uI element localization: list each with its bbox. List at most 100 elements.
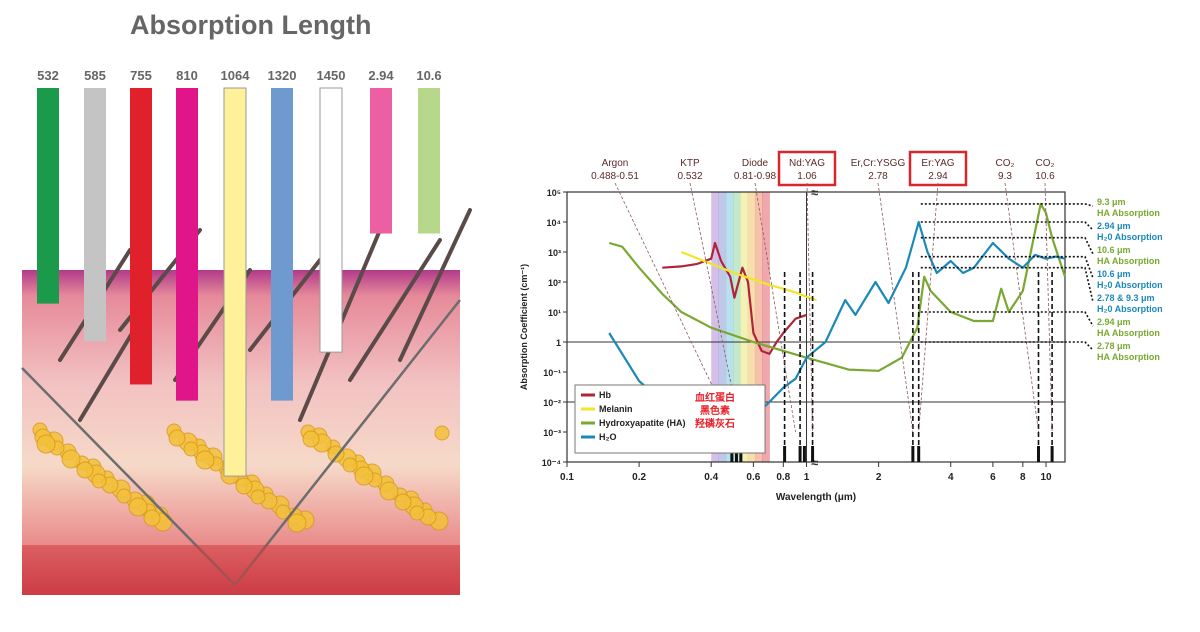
spectrum-slice [733, 192, 741, 462]
y-tick-label: 10⁻⁴ [542, 458, 561, 468]
fat-cell [379, 481, 399, 501]
fat-cell [36, 434, 56, 454]
wavelength-bar-585 [84, 88, 106, 342]
wavelength-label-1320: 1320 [268, 68, 297, 83]
wavelength-bar-532 [37, 88, 59, 304]
fat-cell [195, 450, 215, 470]
spectrum-slice [740, 192, 749, 462]
annotation-line1: 2.78 & 9.3 μm [1097, 293, 1155, 303]
laser-label-value: 10.6 [1035, 171, 1055, 182]
fat-cell [275, 504, 291, 520]
laser-tick [917, 446, 921, 462]
spectrum-slice [725, 192, 734, 462]
chart-axes: 0.1 0.2 0.4 0.6 0.8 1 2 4 6 8 10 10⁻⁴ 10⁻³ 10⁻² 10⁻¹ 1 1… [519, 185, 1066, 503]
laser-pointer [754, 182, 796, 433]
laser-label-name: CO₂ [996, 158, 1015, 169]
fat-cell [183, 441, 199, 457]
wavelength-bar-2.94 [370, 88, 392, 234]
beam-right [234, 299, 461, 586]
annotation-leader [920, 266, 1094, 303]
deep-dermis [22, 545, 460, 595]
fat-cell [61, 449, 81, 469]
annotation-leader [920, 341, 1094, 351]
hair-shaft [348, 238, 442, 382]
absorption-length-panel: Absorption Length 532 585 755 810 1064 1320 14… [0, 0, 480, 627]
laser-label-value: 0.81-0.98 [734, 171, 777, 182]
chart-svg: 0.1 0.2 0.4 0.6 0.8 1 2 4 6 8 10 10⁻⁴ 10⁻³ 10⁻² 10⁻¹ 1 1… [519, 150, 1163, 503]
annotation-line1: 10.6 μm [1097, 245, 1131, 255]
hair-shaft [398, 208, 472, 362]
x-tick-label: 0.4 [704, 472, 718, 483]
laser-markers: Argon 0.488-0.51 KTP 0.532 Diode 0.81-0.98 Nd:… [591, 150, 1055, 462]
laser-label-name: KTP [680, 158, 700, 169]
annotation-line1: 2.78 μm [1097, 341, 1131, 351]
legend-label: Melanin [599, 404, 633, 414]
y-tick-label: 1 [556, 338, 561, 348]
laser-tick [739, 446, 743, 462]
annotation-line1: 2.94 μm [1097, 221, 1131, 231]
spectrum-slice [711, 192, 719, 462]
legend-label: Hb [599, 390, 611, 400]
laser-tick [734, 446, 738, 462]
annotation-line2: HA Absorption [1097, 256, 1160, 266]
plot-frame [566, 191, 1066, 463]
fat-cell [250, 489, 266, 505]
fat-cell [128, 497, 148, 517]
annotation-leader [920, 255, 1094, 279]
panel-title: Absorption Length [130, 10, 372, 40]
fat-cell [143, 509, 161, 527]
x-tick-label: 8 [1020, 472, 1026, 483]
wavelength-label-2.94: 2.94 [368, 68, 394, 83]
laser-label-name: Er,Cr:YSGG [851, 158, 906, 169]
x-tick-label: 0.1 [560, 472, 574, 483]
x-tick-label: 6 [990, 472, 996, 483]
laser-pointer [806, 182, 813, 433]
wavelength-bar-755 [130, 88, 152, 385]
legend-label: H₂O [599, 432, 617, 442]
fat-cell [235, 477, 253, 495]
chart-legend: Hb Melanin Hydroxyapatite (HA) H₂O 血红蛋白黑色素羟磷… [574, 384, 766, 454]
wavelength-label-755: 755 [130, 68, 152, 83]
y-tick-label: 10⁻³ [543, 428, 561, 438]
laser-tick [811, 446, 815, 462]
spectrum-slice [762, 192, 770, 462]
x-tick-label: 1 [804, 472, 810, 483]
laser-tick [1050, 446, 1054, 462]
laser-label-value: 9.3 [998, 171, 1012, 182]
legend-box [574, 384, 766, 454]
laser-pointer [918, 182, 939, 433]
laser-pointer [1004, 182, 1039, 433]
x-tick-label: 10 [1040, 472, 1052, 483]
annotation-line2: H₂0 Absorption [1097, 280, 1163, 290]
wavelength-bar-810 [176, 88, 198, 401]
axis-break: ≈ [811, 185, 818, 200]
wavelength-label-810: 810 [176, 68, 198, 83]
y-axis-label: Absorption Coefficient (cm⁻¹) [519, 264, 529, 390]
laser-label-value: 2.78 [868, 171, 888, 182]
wavelength-label-1064: 1064 [221, 68, 251, 83]
annotation-leader [920, 236, 1094, 255]
series-line-Melanin [680, 250, 817, 302]
legend-cn-label: 羟磷灰石 [695, 417, 735, 430]
wavelength-bars: 532 585 755 810 1064 1320 1450 2.94 10.6 [37, 68, 442, 477]
wavelength-label-1450: 1450 [317, 68, 346, 83]
fat-cell [168, 429, 186, 447]
laser-label-name: Er:YAG [921, 158, 954, 169]
wavelength-label-532: 532 [37, 68, 59, 83]
x-tick-label: 0.8 [776, 472, 790, 483]
wavelength-label-10.6: 10.6 [416, 68, 441, 83]
laser-pointer [877, 182, 914, 433]
y-tick-label: 10⁵ [547, 188, 561, 198]
y-tick-label: 10¹ [548, 308, 561, 318]
annotation-line1: 10.6 μm [1097, 269, 1131, 279]
annotation-line2: HA Absorption [1097, 352, 1160, 362]
laser-tick [730, 446, 734, 462]
fat-cell [91, 473, 107, 489]
wavelength-label-585: 585 [84, 68, 106, 83]
x-tick-label: 4 [948, 472, 954, 483]
legend-cn-label: 黑色素 [700, 404, 730, 417]
series-line-Hydroxyapatite (HA) [608, 202, 1067, 372]
spectrum-slice [754, 192, 763, 462]
annotation-leader [920, 311, 1094, 327]
